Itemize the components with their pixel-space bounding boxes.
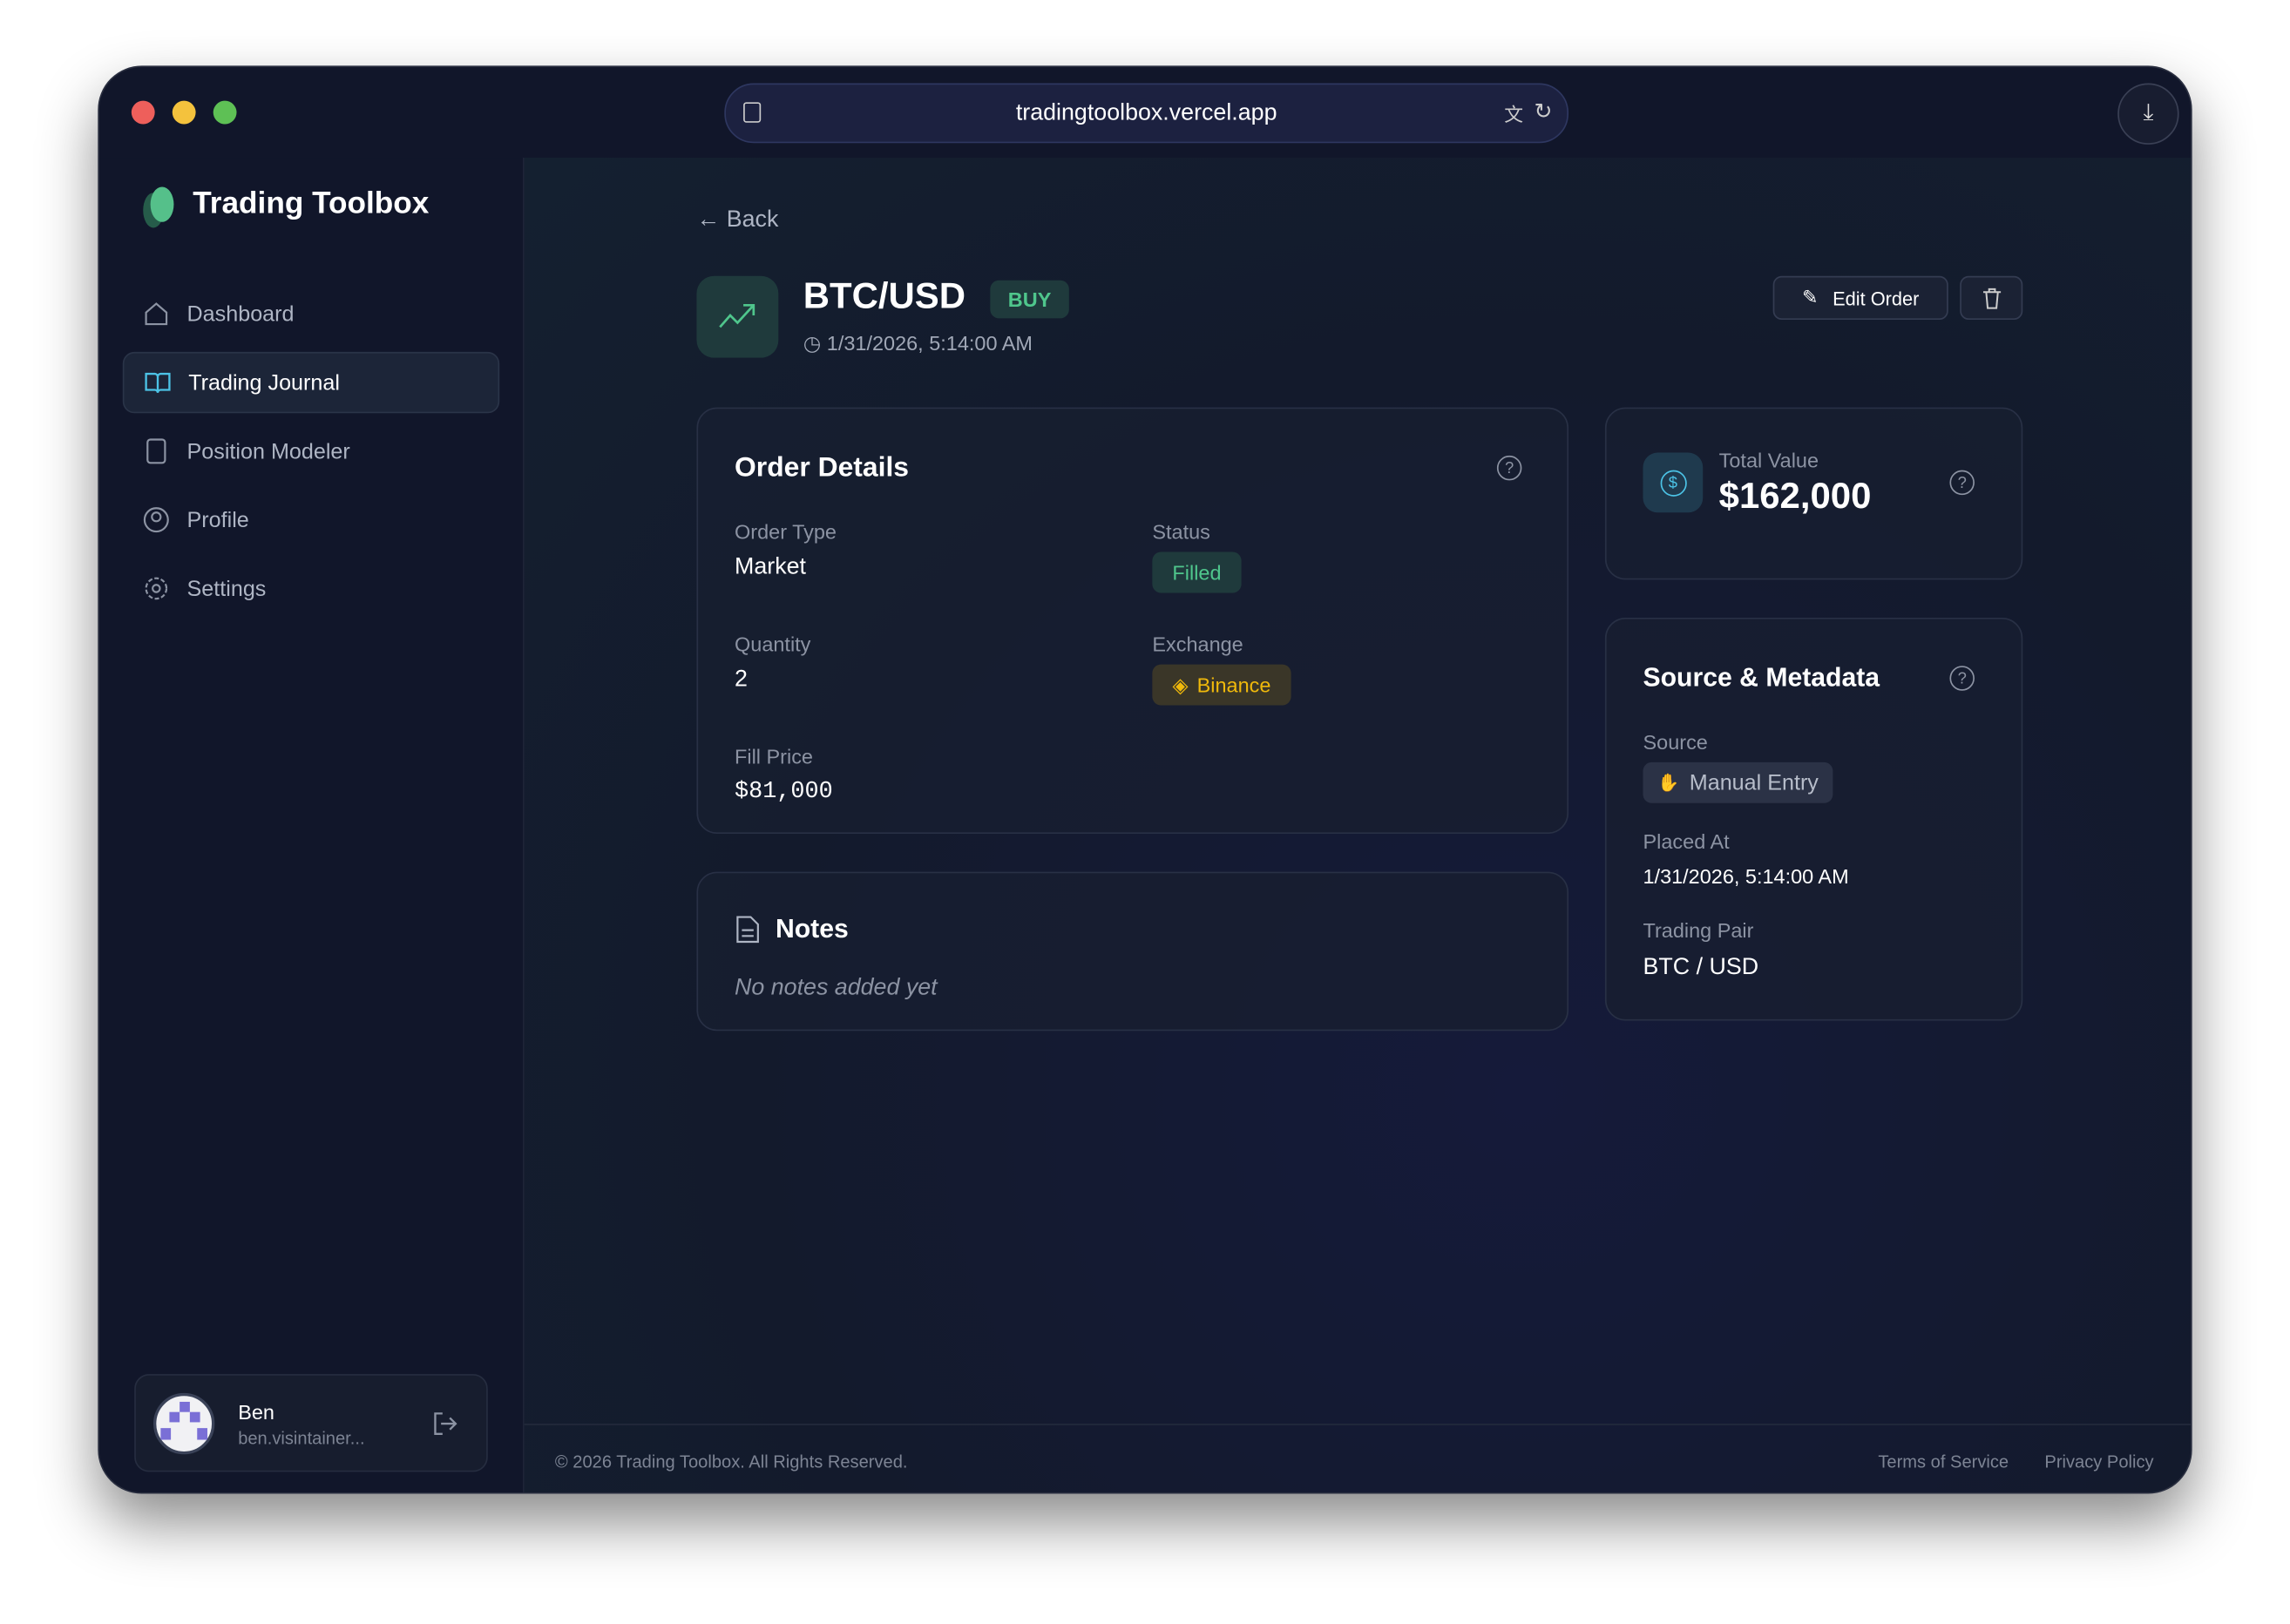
card-title: Source & Metadata <box>1643 662 1880 693</box>
card-title: Notes <box>775 914 849 944</box>
quantity-label: Quantity <box>735 632 811 656</box>
binance-icon: ◈ <box>1172 672 1189 696</box>
main-content: ← Back BTC/USD BUY ◷ 1/31/2026, 5:14:00 … <box>524 158 2192 1492</box>
source-metadata-card: Source & Metadata ? Source ✋ Manual Entry… <box>1604 617 2023 1021</box>
minimize-window-button[interactable] <box>172 100 196 125</box>
privacy-link[interactable]: Privacy Policy <box>2044 1451 2154 1472</box>
trading-pair-label: Trading Pair <box>1643 918 1754 943</box>
order-type-label: Order Type <box>735 519 837 544</box>
address-bar[interactable]: tradingtoolbox.vercel.app 文 ↻ <box>724 83 1569 144</box>
user-name: Ben <box>238 1400 274 1424</box>
status-label: Status <box>1152 519 1210 544</box>
total-value-label: Total Value <box>1718 448 1819 472</box>
maximize-window-button[interactable] <box>213 100 237 125</box>
placed-at-label: Placed At <box>1643 829 1730 853</box>
sidebar-item-dashboard[interactable]: Dashboard <box>123 283 499 344</box>
order-timestamp: ◷ 1/31/2026, 5:14:00 AM <box>803 331 1033 355</box>
fill-price-value: $81,000 <box>735 778 833 805</box>
user-card[interactable]: Ben ben.visintainer... <box>134 1374 488 1472</box>
back-label: Back <box>726 206 779 233</box>
nav-label: Profile <box>186 507 249 532</box>
trend-icon-box <box>696 275 779 358</box>
book-icon <box>145 372 171 394</box>
quantity-value: 2 <box>735 667 748 693</box>
dollar-icon-box: $ <box>1643 452 1704 513</box>
logout-icon[interactable] <box>430 1411 457 1437</box>
terms-link[interactable]: Terms of Service <box>1878 1451 2009 1472</box>
clock-icon: ◷ <box>803 331 827 355</box>
footer-divider <box>524 1424 2192 1425</box>
calculator-icon <box>146 438 166 464</box>
sidebar-item-settings[interactable]: Settings <box>123 558 499 619</box>
avatar <box>152 1392 215 1455</box>
close-window-button[interactable] <box>131 100 155 125</box>
edit-label: Edit Order <box>1833 287 1920 309</box>
help-icon[interactable]: ? <box>1949 666 1975 691</box>
nav-label: Dashboard <box>186 301 295 327</box>
total-value-card: $ Total Value $162,000 ? <box>1604 407 2023 580</box>
exchange-badge: ◈ Binance <box>1152 664 1291 706</box>
help-icon[interactable]: ? <box>1949 470 1975 496</box>
trending-up-icon <box>719 303 755 328</box>
browser-window: tradingtoolbox.vercel.app 文 ↻ ⤓ Trading … <box>98 65 2192 1494</box>
document-icon <box>736 916 759 944</box>
sidebar-item-position-modeler[interactable]: Position Modeler <box>123 421 499 482</box>
brand-title: Trading Toolbox <box>193 186 430 221</box>
total-value: $162,000 <box>1718 476 1872 518</box>
dollar-icon: $ <box>1659 469 1686 497</box>
footer-copyright: © 2026 Trading Toolbox. All Rights Reser… <box>554 1451 908 1472</box>
timestamp-text: 1/31/2026, 5:14:00 AM <box>826 331 1033 355</box>
source-badge: ✋ Manual Entry <box>1643 761 1833 803</box>
delete-order-button[interactable] <box>1960 275 2023 321</box>
logo-icon <box>143 186 174 228</box>
sidebar-item-trading-journal[interactable]: Trading Journal <box>122 351 500 414</box>
nav-label: Position Modeler <box>186 438 350 464</box>
help-icon[interactable]: ? <box>1496 455 1522 481</box>
page-title: BTC/USD <box>803 275 966 317</box>
hand-icon: ✋ <box>1657 772 1680 794</box>
sidebar: Trading Toolbox Dashboard Trading Journa… <box>98 158 525 1492</box>
fill-price-label: Fill Price <box>735 744 813 768</box>
url-text: tradingtoolbox.vercel.app <box>1015 99 1277 125</box>
download-button[interactable]: ⤓ <box>2117 83 2179 145</box>
nav-label: Trading Journal <box>188 369 340 396</box>
edit-order-button[interactable]: ✎ Edit Order <box>1772 275 1948 321</box>
home-icon <box>145 302 168 326</box>
gear-icon <box>145 577 168 600</box>
source-label: Source <box>1643 730 1708 754</box>
user-email: ben.visintainer... <box>238 1428 365 1449</box>
exchange-label: Exchange <box>1152 632 1243 656</box>
status-badge: Filled <box>1152 551 1242 593</box>
notes-card: Notes No notes added yet <box>696 871 1569 1032</box>
trading-pair-value: BTC / USD <box>1643 955 1759 980</box>
pencil-icon: ✎ <box>1802 286 1819 308</box>
user-circle-icon <box>143 507 169 533</box>
trash-icon <box>1982 288 2001 308</box>
exchange-value: Binance <box>1196 673 1271 697</box>
order-type-value: Market <box>735 554 806 580</box>
reload-icon[interactable]: ↻ <box>1534 98 1553 125</box>
source-value: Manual Entry <box>1689 770 1819 795</box>
sidebar-toggle-icon[interactable] <box>743 102 762 123</box>
translate-icon[interactable]: 文 <box>1504 103 1524 126</box>
nav-label: Settings <box>186 576 267 601</box>
notes-empty: No notes added yet <box>735 975 938 1001</box>
back-link[interactable]: ← Back <box>696 206 779 233</box>
sidebar-item-profile[interactable]: Profile <box>123 489 499 550</box>
side-badge: BUY <box>990 280 1069 319</box>
card-title: Order Details <box>735 452 910 484</box>
order-details-card: Order Details ? Order Type Market Status… <box>696 407 1569 834</box>
placed-at-value: 1/31/2026, 5:14:00 AM <box>1643 864 1849 889</box>
download-icon: ⤓ <box>2143 100 2154 126</box>
